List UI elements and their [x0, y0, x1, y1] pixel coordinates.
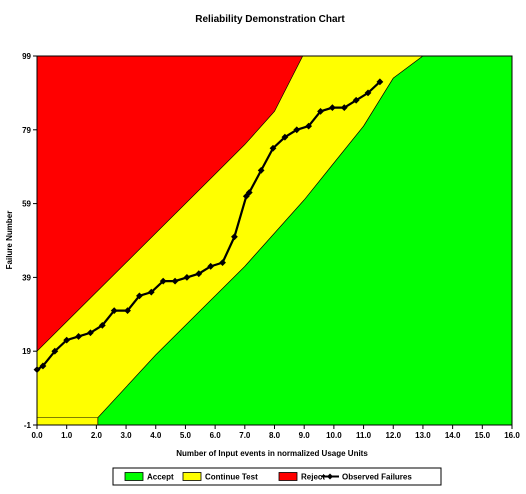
data-point-marker	[147, 288, 155, 296]
x-tick-label: 7.0	[239, 431, 251, 440]
data-point-marker	[305, 122, 313, 130]
y-tick-label: 79	[22, 126, 31, 135]
data-point-marker	[317, 107, 324, 115]
x-tick-label: 10.0	[326, 431, 342, 440]
x-tick-label: 4.0	[150, 431, 162, 440]
data-point-marker	[195, 270, 203, 278]
x-tick-label: 0.0	[31, 431, 43, 440]
x-tick-label: 11.0	[356, 431, 372, 440]
x-axis-label: Number of Input events in normalized Usa…	[176, 449, 368, 458]
y-tick-label: 19	[22, 347, 31, 356]
y-tick-label: -1	[24, 421, 32, 430]
data-point-marker	[231, 233, 238, 241]
data-point-marker	[171, 277, 179, 285]
y-tick-label: 39	[22, 273, 31, 282]
x-tick-label: 1.0	[61, 431, 73, 440]
data-point-marker	[33, 366, 41, 374]
data-point-marker	[376, 78, 384, 86]
legend-label: Observed Failures	[342, 473, 412, 482]
y-tick-label: 59	[22, 200, 31, 209]
data-point-marker	[352, 96, 360, 104]
legend-label: Accept	[147, 473, 174, 482]
data-point-marker	[269, 144, 277, 152]
legend-label: Reject	[301, 473, 325, 482]
x-tick-label: 9.0	[299, 431, 311, 440]
axes-layer: 0.0 1.0 2.0 3.0 4.0 5.0 6.0 7.0 8.0 9.0 10.0 11.0 12…	[22, 52, 520, 440]
data-point-marker	[245, 189, 253, 196]
data-point-marker	[293, 126, 301, 134]
legend-label: Continue Test	[205, 473, 258, 482]
data-point-marker	[257, 166, 265, 174]
legend-swatch	[278, 472, 298, 481]
chart-title: Reliability Demonstration Chart	[195, 14, 345, 25]
y-axis-label: Failure Number	[5, 211, 14, 270]
data-point-marker	[340, 104, 348, 112]
legend-swatch	[124, 472, 144, 481]
data-point-marker	[110, 307, 118, 315]
data-point-marker	[159, 277, 167, 285]
x-tick-label: 16.0	[504, 431, 520, 440]
x-tick-label: 3.0	[121, 431, 133, 440]
legend-marker	[327, 473, 333, 480]
x-tick-label: 12.0	[385, 431, 401, 440]
data-point-marker	[87, 329, 94, 337]
x-tick-label: 5.0	[180, 431, 192, 440]
legend-swatch	[182, 472, 202, 481]
x-tick-label: 8.0	[269, 431, 281, 440]
data-point-marker	[281, 133, 289, 141]
region-reject	[36, 55, 304, 353]
x-tick-label: 13.0	[415, 431, 431, 440]
data-point-marker	[136, 292, 143, 300]
data-point-marker	[124, 307, 131, 315]
data-point-marker	[207, 262, 215, 270]
y-tick-label: 99	[22, 52, 31, 61]
legend: Accept Continue Test Reject Observed Failur…	[112, 467, 442, 486]
data-point-marker	[75, 333, 82, 340]
data-point-marker	[328, 104, 336, 112]
data-point-marker	[364, 89, 372, 97]
data-point-marker	[63, 336, 71, 344]
x-tick-label: 2.0	[91, 431, 103, 440]
series-layer	[33, 78, 384, 374]
data-point-marker	[98, 321, 106, 329]
data-point-marker	[39, 362, 47, 370]
x-tick-label: 15.0	[475, 431, 491, 440]
x-tick-label: 6.0	[210, 431, 222, 440]
data-point-marker	[219, 259, 226, 267]
data-point-marker	[51, 347, 59, 355]
data-point-marker	[183, 274, 191, 281]
x-tick-label: 14.0	[445, 431, 461, 440]
regions-layer	[36, 55, 513, 426]
